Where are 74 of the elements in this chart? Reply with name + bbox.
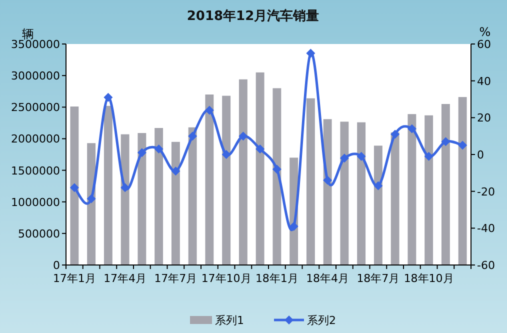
point	[70, 183, 79, 192]
y-tick-label: 0	[53, 259, 60, 272]
point	[86, 194, 96, 204]
bar	[171, 142, 180, 265]
y-tick-label: 1000000	[11, 196, 60, 209]
bar	[70, 106, 79, 265]
legend-label: 系列2	[307, 314, 336, 327]
y-axis-title: 辆	[22, 27, 34, 41]
point	[458, 140, 468, 150]
x-tick-label: 18年10月	[404, 272, 454, 285]
point	[323, 176, 332, 185]
point	[104, 92, 113, 102]
point	[374, 181, 383, 190]
bar	[205, 94, 214, 265]
y2-tick-label: 40	[477, 74, 491, 88]
point	[137, 148, 146, 158]
point	[340, 154, 349, 163]
bar	[340, 122, 349, 265]
x-tick-label: 18年7月	[356, 272, 400, 285]
y2-tick-label: -20	[477, 185, 495, 198]
bar	[323, 119, 332, 265]
bar	[138, 133, 146, 265]
x-tick-label: 17年7月	[154, 272, 198, 285]
bar	[222, 96, 231, 265]
point	[204, 106, 214, 115]
y-tick-label: 2000000	[11, 132, 60, 146]
point	[238, 132, 248, 141]
bar	[441, 104, 450, 265]
point	[390, 130, 400, 139]
point	[407, 124, 416, 134]
y-tick-label: 2500000	[11, 101, 60, 114]
bar	[357, 122, 366, 265]
legend-label: 系列1	[215, 314, 244, 327]
point	[441, 137, 450, 146]
bar	[424, 115, 434, 265]
y-tick-label: 3500000	[11, 38, 60, 51]
bar	[272, 88, 282, 265]
point	[154, 144, 164, 154]
bar	[256, 72, 264, 265]
bar	[120, 134, 130, 265]
bar	[238, 79, 248, 265]
bar	[87, 143, 96, 265]
x-tick-label: 17年4月	[104, 272, 147, 285]
point	[356, 152, 366, 161]
y-tick-label: 3000000	[11, 70, 60, 83]
point	[306, 48, 316, 58]
point	[256, 144, 265, 154]
bar	[188, 127, 197, 265]
point	[171, 166, 180, 176]
y2-tick-label: -60	[477, 259, 495, 272]
point	[424, 152, 434, 161]
chart-title: 2018年12月汽车销量	[186, 8, 320, 24]
bar	[458, 97, 467, 265]
bar	[374, 146, 382, 265]
x-tick-label: 18年1月	[255, 272, 298, 285]
y-tick-label: 500000	[18, 227, 60, 240]
y2-tick-label: 0	[477, 148, 484, 162]
y2-tick-label: -40	[477, 222, 495, 236]
y2-tick-label: 20	[477, 112, 491, 125]
bar	[306, 98, 315, 265]
bar	[104, 106, 112, 265]
y-tick-label: 1500000	[11, 164, 60, 178]
point	[289, 222, 298, 231]
x-tick-label: 17年1月	[52, 272, 96, 285]
point	[222, 150, 231, 159]
bar	[154, 128, 164, 265]
point	[188, 132, 198, 141]
y2-tick-label: 60	[477, 38, 491, 51]
x-tick-label: 17年10月	[201, 272, 252, 285]
bar	[390, 132, 400, 265]
y2-axis-title: %	[479, 25, 491, 39]
bar	[408, 114, 416, 265]
x-tick-label: 18年4月	[306, 272, 350, 285]
point	[272, 164, 282, 174]
